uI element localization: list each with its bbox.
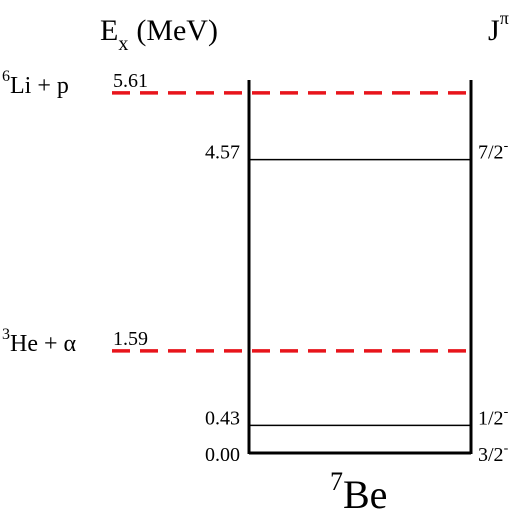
- mass: 3: [2, 326, 10, 343]
- symbol: E: [100, 14, 118, 47]
- spin: 1/2: [478, 407, 504, 429]
- nucleus-label: 7Be: [330, 467, 387, 517]
- level-energy: 0.43: [205, 407, 240, 429]
- superscript: π: [500, 8, 509, 28]
- name: He + α: [10, 331, 77, 357]
- symbol: J: [488, 14, 500, 47]
- energy-axis-title: Ex (MeV): [100, 14, 218, 55]
- symbol: Be: [343, 472, 387, 517]
- threshold-energy: 1.59: [113, 328, 148, 350]
- spin: 7/2: [478, 142, 504, 164]
- level-energy: 0.00: [205, 444, 240, 466]
- level-spin: 7/2-: [478, 139, 509, 164]
- name: Li + p: [10, 73, 69, 99]
- unit: (MeV): [136, 14, 218, 47]
- threshold-energy: 5.61: [113, 70, 148, 92]
- threshold-name: 6Li + p: [2, 68, 69, 99]
- subscript: x: [118, 33, 128, 55]
- spin-axis-title: Jπ: [488, 8, 509, 47]
- mass: 6: [2, 68, 10, 85]
- level-spin: 1/2-: [478, 404, 509, 429]
- level-spin: 3/2-: [478, 441, 509, 466]
- parity: -: [504, 441, 509, 456]
- spin: 3/2: [478, 444, 504, 466]
- parity: -: [504, 404, 509, 419]
- mass: 7: [330, 467, 343, 496]
- parity: -: [504, 139, 509, 154]
- threshold-name: 3He + α: [2, 326, 77, 357]
- level-energy: 4.57: [205, 142, 240, 164]
